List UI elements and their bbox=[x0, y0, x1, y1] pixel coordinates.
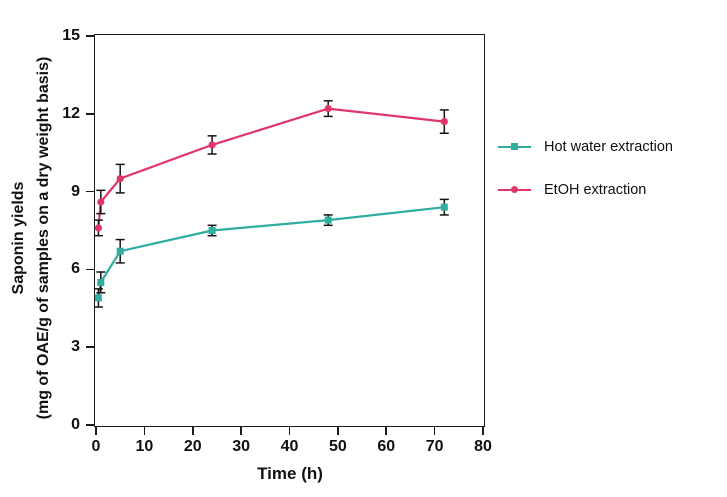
x-tick bbox=[337, 426, 339, 435]
x-tick-label: 10 bbox=[135, 438, 154, 455]
y-tick bbox=[85, 35, 95, 37]
x-tick-label: 30 bbox=[232, 438, 251, 455]
plot-canvas bbox=[93, 100, 449, 308]
y-tick bbox=[85, 346, 95, 348]
hot-water-series-marker-icon bbox=[498, 143, 531, 150]
y-tick-label: 12 bbox=[62, 104, 80, 122]
x-tick bbox=[433, 426, 436, 435]
y-axis-title-line1: Saponin yields bbox=[10, 181, 27, 295]
x-tick bbox=[385, 426, 388, 435]
y-tick-label: 15 bbox=[62, 27, 80, 44]
x-tick bbox=[143, 426, 146, 435]
legend-label-hot-water: Hot water extraction bbox=[544, 139, 673, 155]
y-tick bbox=[85, 424, 95, 426]
y-tick-label: 6 bbox=[71, 260, 80, 278]
legend-item-hot-water-extraction: Hot water extraction bbox=[498, 138, 673, 156]
x-tick-label: 80 bbox=[474, 438, 492, 455]
y-tick bbox=[85, 190, 95, 193]
x-tick-label: 0 bbox=[91, 438, 101, 455]
x-tick bbox=[95, 426, 97, 435]
y-tick-label: 9 bbox=[71, 182, 80, 200]
y-axis-title: Saponin yields (mg of OAE/g of samples o… bbox=[6, 3, 58, 473]
x-tick-label: 20 bbox=[183, 438, 202, 455]
x-axis-title: Time (h) bbox=[257, 464, 323, 483]
y-tick-label: 0 bbox=[71, 416, 80, 433]
x-tick bbox=[191, 426, 194, 435]
x-tick bbox=[482, 426, 484, 435]
y-axis-title-line2: (mg of OAE/g of samples on a dry weight … bbox=[35, 56, 52, 420]
y-tick bbox=[85, 113, 95, 115]
x-tick-label: 50 bbox=[328, 438, 347, 455]
x-tick-label: 40 bbox=[280, 438, 299, 455]
y-tick-label: 3 bbox=[71, 338, 80, 356]
x-tick bbox=[288, 426, 291, 435]
y-tick bbox=[85, 268, 95, 271]
x-tick-label: 70 bbox=[425, 438, 444, 455]
x-tick-label: 60 bbox=[377, 438, 396, 455]
legend: Hot water extraction EtOH extraction bbox=[498, 138, 673, 224]
legend-item-etoh-extraction: EtOH extraction bbox=[498, 181, 673, 199]
plot-frame bbox=[94, 34, 485, 427]
legend-label-etoh: EtOH extraction bbox=[544, 182, 647, 198]
x-tick bbox=[240, 426, 242, 435]
etoh-series-marker-icon bbox=[498, 186, 531, 193]
